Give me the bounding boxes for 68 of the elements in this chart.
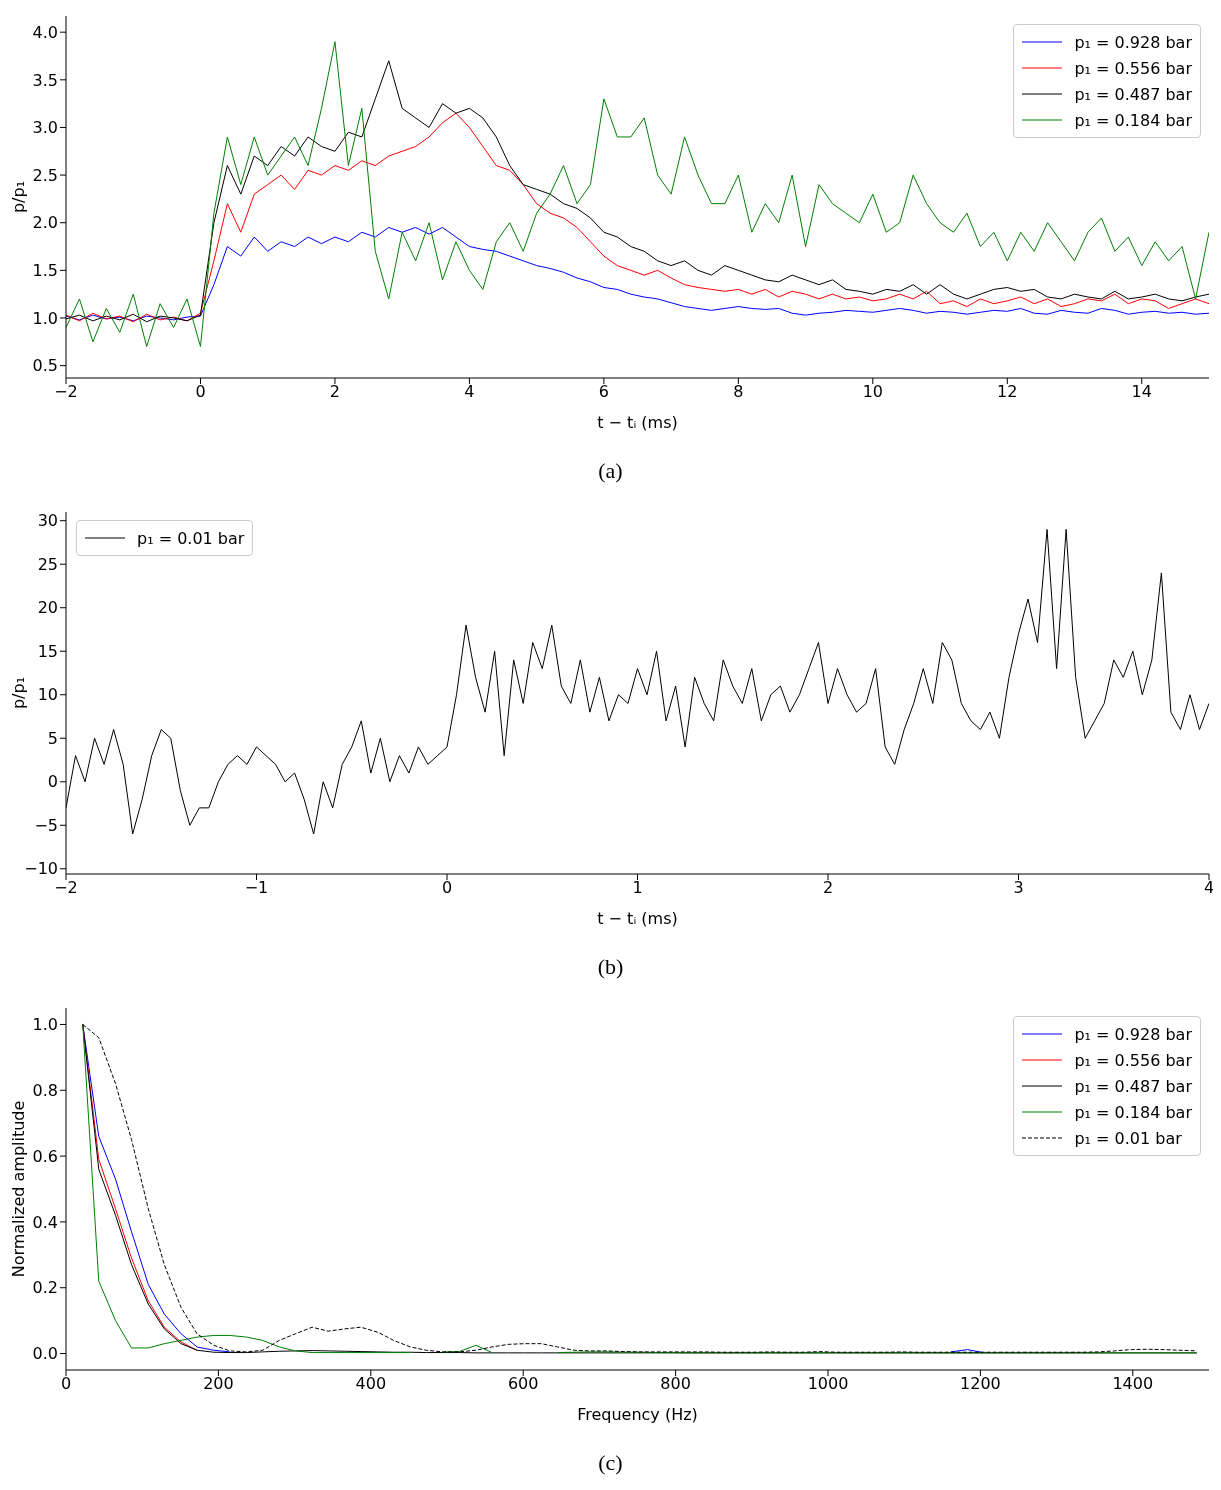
x-tick-label: 2 bbox=[822, 878, 834, 898]
y-tick-label: 4.0 bbox=[32, 22, 58, 42]
x-tick-label: 8 bbox=[733, 382, 744, 402]
legend-label: p₁ = 0.01 bar bbox=[137, 528, 245, 548]
x-axis-title: t − tᵢ (ms) bbox=[597, 909, 678, 928]
x-tick-label: −2 bbox=[54, 382, 78, 402]
y-axis-title: p/p₁ bbox=[8, 180, 28, 214]
y-tick-label: 0.0 bbox=[32, 1344, 58, 1364]
y-tick-label: 1.0 bbox=[32, 308, 58, 328]
x-tick-label: −1 bbox=[244, 878, 269, 898]
y-tick-label: 0.4 bbox=[32, 1212, 58, 1232]
text: (b) bbox=[596, 953, 625, 981]
x-tick-label: 0 bbox=[195, 382, 206, 402]
y-tick-label: 15 bbox=[37, 641, 58, 661]
y-tick-label: 1.5 bbox=[32, 261, 58, 281]
x-tick-label: 4 bbox=[1203, 878, 1215, 898]
y-axis-title: p/p₁ bbox=[8, 676, 28, 710]
y-tick-label: −10 bbox=[24, 859, 58, 879]
x-tick-label: 600 bbox=[507, 1374, 539, 1394]
legend-label: p₁ = 0.928 bar bbox=[1074, 32, 1192, 52]
line-series bbox=[66, 112, 1209, 323]
x-tick-label: 4 bbox=[464, 382, 475, 402]
y-tick-label: 5 bbox=[47, 728, 58, 748]
x-tick-label: 3 bbox=[1013, 878, 1024, 898]
x-tick-label: 10 bbox=[862, 382, 883, 402]
line-series bbox=[66, 226, 1209, 322]
legend-label: p₁ = 0.01 bar bbox=[1074, 1128, 1182, 1148]
y-tick-label: 3.5 bbox=[32, 70, 58, 90]
y-tick-label: 25 bbox=[37, 554, 58, 574]
x-tick-label: 0 bbox=[441, 878, 453, 898]
y-tick-label: 2.5 bbox=[32, 165, 58, 185]
x-tick-label: 400 bbox=[355, 1374, 387, 1394]
legend-label: p₁ = 0.184 bar bbox=[1074, 1102, 1192, 1122]
x-axis-title: t − tᵢ (ms) bbox=[597, 413, 678, 432]
legend-label: p₁ = 0.487 bar bbox=[1074, 84, 1192, 104]
x-tick-label: −2 bbox=[54, 878, 78, 898]
x-tick-label: 6 bbox=[598, 382, 609, 402]
text: (c) bbox=[597, 1449, 624, 1477]
x-tick-label: 1000 bbox=[807, 1374, 849, 1394]
y-tick-label: 30 bbox=[37, 511, 58, 531]
legend-label: p₁ = 0.487 bar bbox=[1074, 1076, 1192, 1096]
legend-label: p₁ = 0.184 bar bbox=[1074, 110, 1192, 130]
y-tick-label: 0 bbox=[47, 772, 58, 792]
x-tick-label: 0 bbox=[60, 1374, 72, 1394]
legend-label: p₁ = 0.928 bar bbox=[1074, 1024, 1192, 1044]
y-tick-label: 10 bbox=[37, 685, 58, 705]
x-tick-label: 200 bbox=[203, 1374, 234, 1394]
y-tick-label: 3.0 bbox=[32, 118, 58, 138]
y-tick-label: 0.5 bbox=[32, 356, 58, 376]
y-tick-label: 2.0 bbox=[32, 213, 58, 233]
x-tick-label: 14 bbox=[1131, 382, 1152, 402]
x-tick-label: 2 bbox=[329, 382, 341, 402]
x-tick-label: 12 bbox=[997, 382, 1018, 402]
y-tick-label: 20 bbox=[37, 598, 58, 618]
y-axis-title: Normalized amplitude bbox=[8, 1100, 28, 1278]
x-tick-label: 1 bbox=[632, 878, 643, 898]
legend-label: p₁ = 0.556 bar bbox=[1074, 1050, 1192, 1070]
x-tick-label: 1400 bbox=[1112, 1374, 1154, 1394]
legend-label: p₁ = 0.556 bar bbox=[1074, 58, 1192, 78]
y-tick-label: −5 bbox=[34, 815, 58, 835]
y-tick-label: 0.8 bbox=[32, 1080, 58, 1100]
text: (a) bbox=[597, 457, 624, 485]
y-tick-label: 0.2 bbox=[32, 1278, 58, 1298]
x-tick-label: 1200 bbox=[960, 1374, 1001, 1394]
y-tick-label: 1.0 bbox=[32, 1015, 58, 1035]
y-tick-label: 0.6 bbox=[32, 1146, 58, 1166]
x-axis-title: Frequency (Hz) bbox=[577, 1405, 698, 1424]
x-tick-label: 800 bbox=[660, 1374, 691, 1394]
